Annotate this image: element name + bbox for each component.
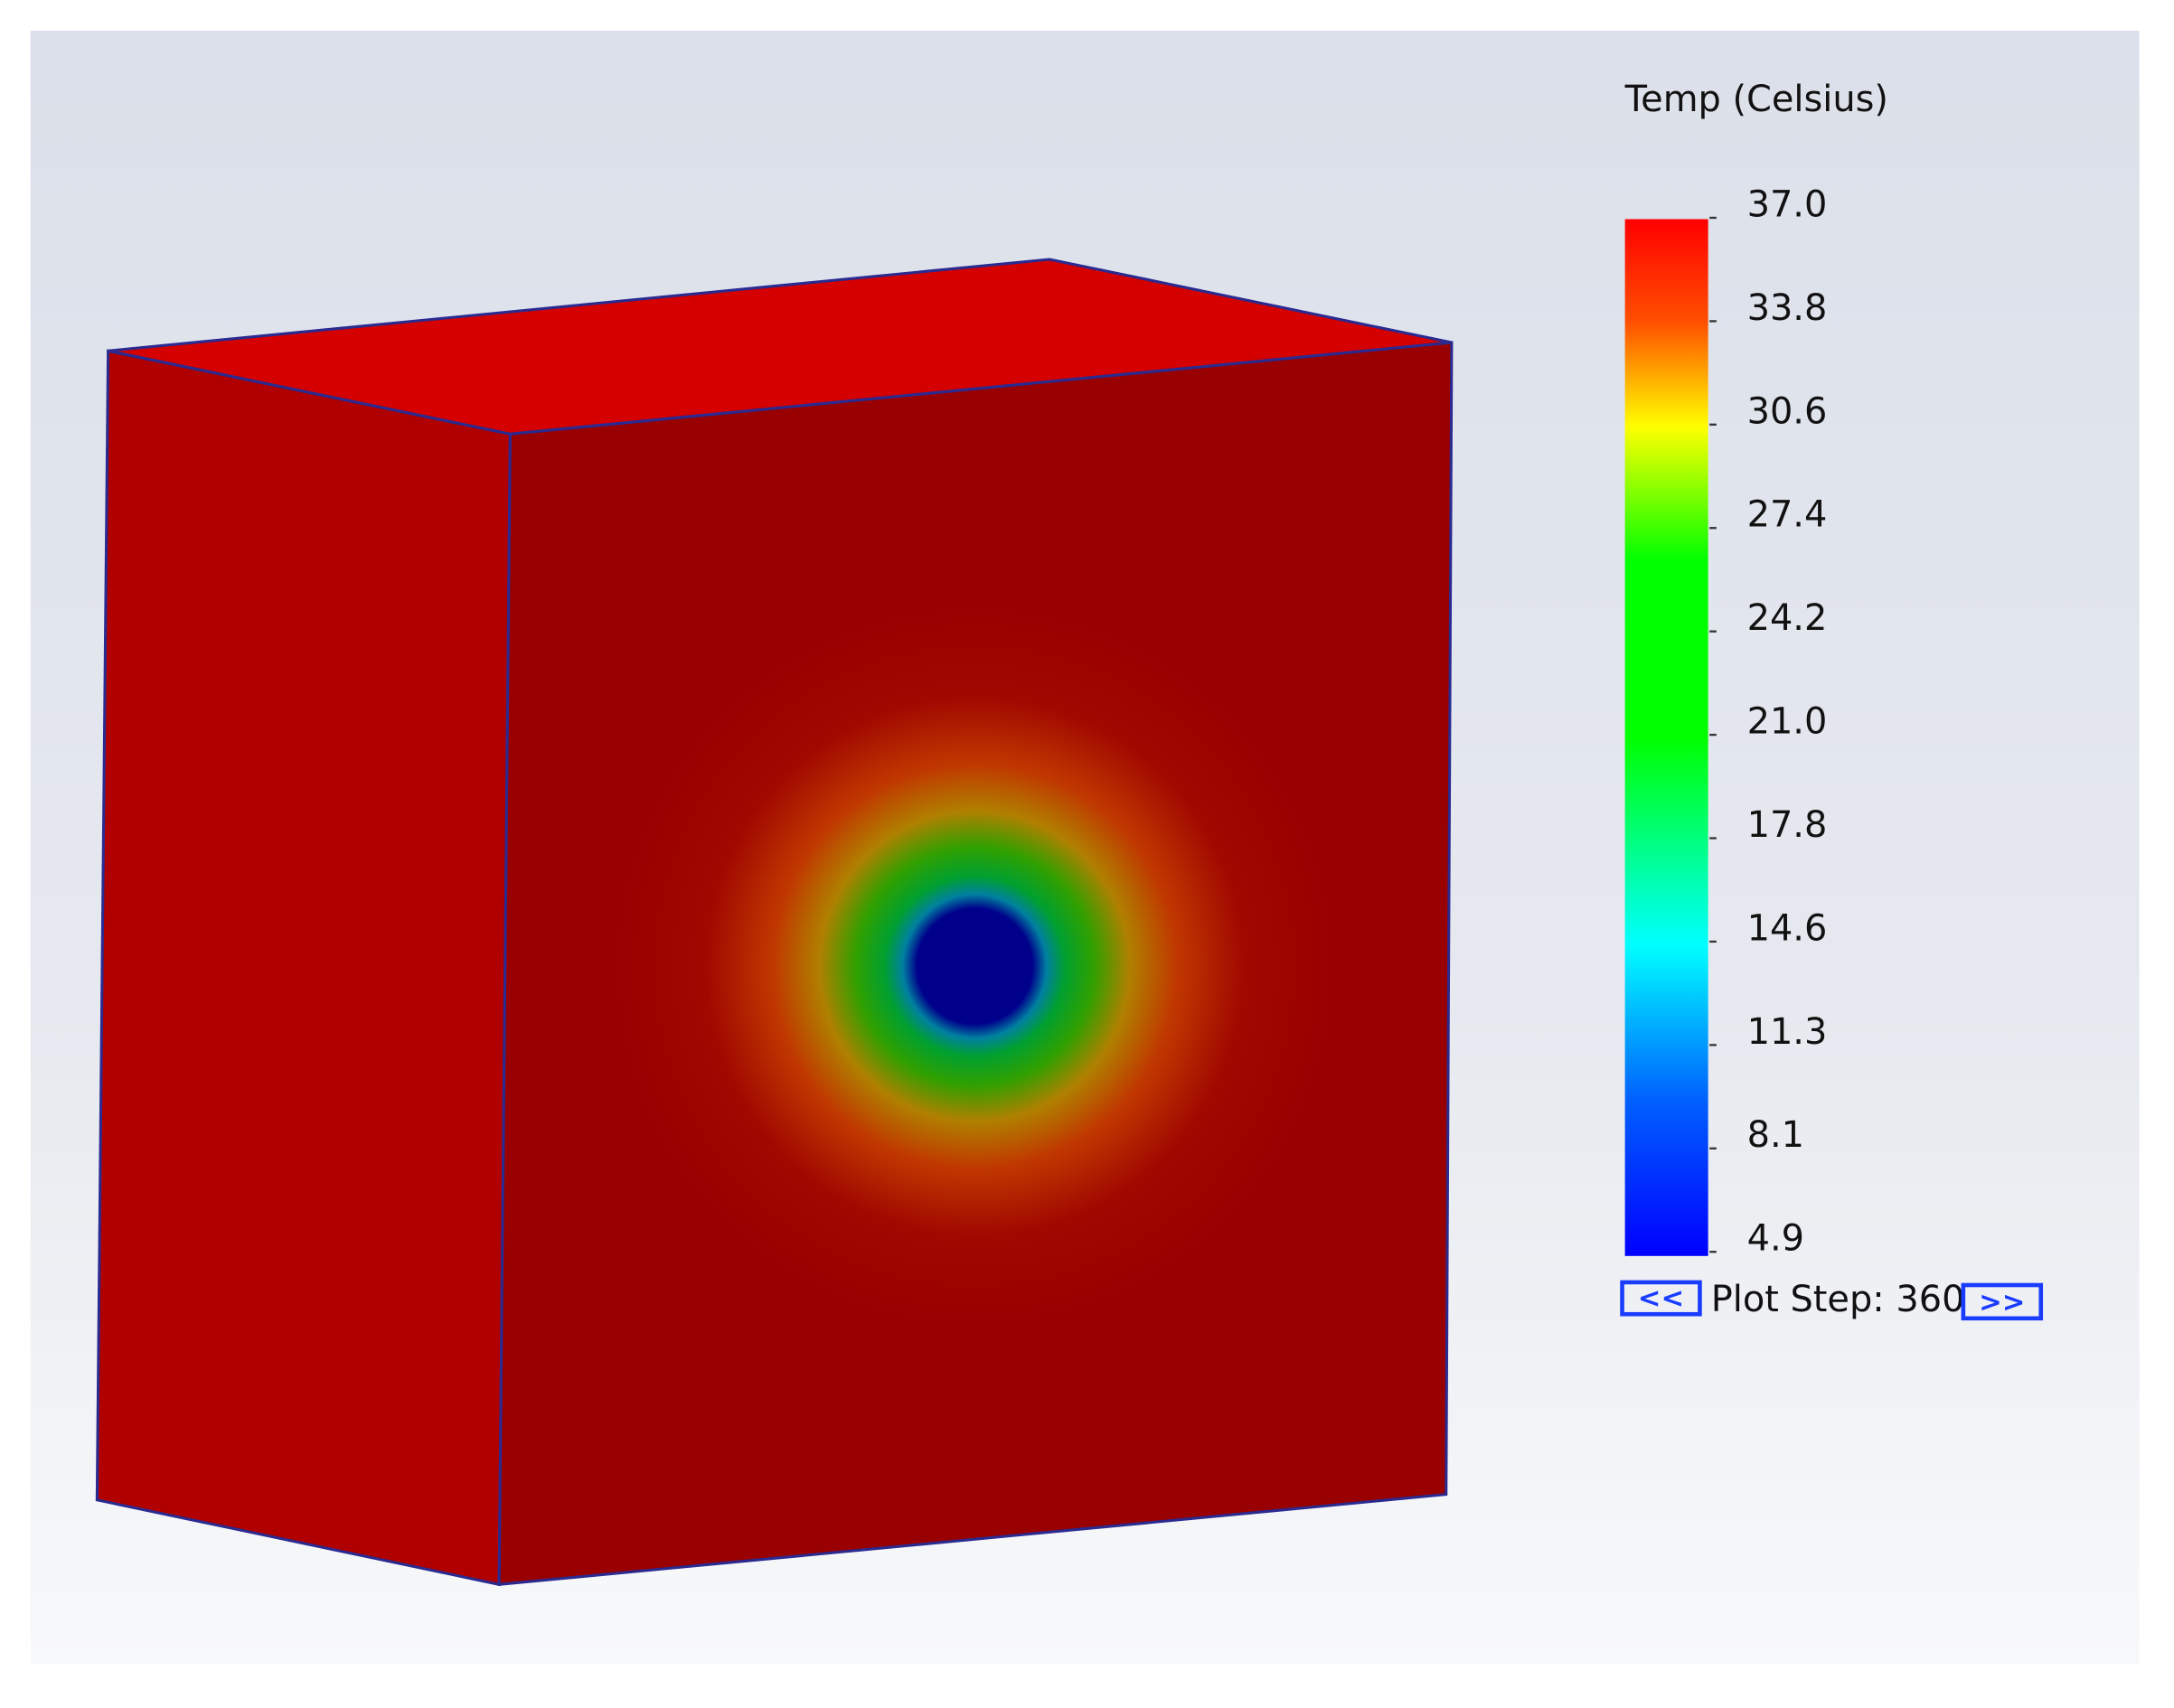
legend-ticks: 37.0 33.8 30.6 27.4 24.2 21.0 17.8 14.6 11.3 8.1 4… (1709, 183, 1828, 1260)
model (95, 258, 1454, 1587)
legend-tick-label: 27.4 (1747, 494, 1828, 536)
legend-tick-label: 11.3 (1747, 1011, 1828, 1053)
legend-tick-label: 37.0 (1747, 183, 1828, 225)
legend-tick-label: 17.8 (1747, 804, 1828, 846)
front-face (497, 341, 1454, 1587)
side-face (95, 349, 512, 1587)
legend-tick-label: 33.8 (1747, 287, 1828, 329)
legend-title: Temp (Celsius) (1624, 79, 1888, 120)
legend-tick-label: 8.1 (1747, 1114, 1804, 1156)
legend-tick-label: 14.6 (1747, 907, 1828, 949)
legend-tick-label: 30.6 (1747, 390, 1828, 432)
legend-tick-label: 24.2 (1747, 597, 1828, 639)
next-button[interactable] (1961, 1282, 2044, 1321)
legend-tick-label: 21.0 (1747, 701, 1828, 743)
plot-step: Plot Step: 360 (1711, 1279, 1965, 1320)
legend-tick-label: 4.9 (1747, 1218, 1804, 1260)
legend-bar (1624, 219, 1708, 1256)
prev-button[interactable] (1620, 1280, 1702, 1317)
next-label[interactable]: >> (1979, 1287, 2025, 1319)
prev-label[interactable]: << (1638, 1283, 1684, 1315)
